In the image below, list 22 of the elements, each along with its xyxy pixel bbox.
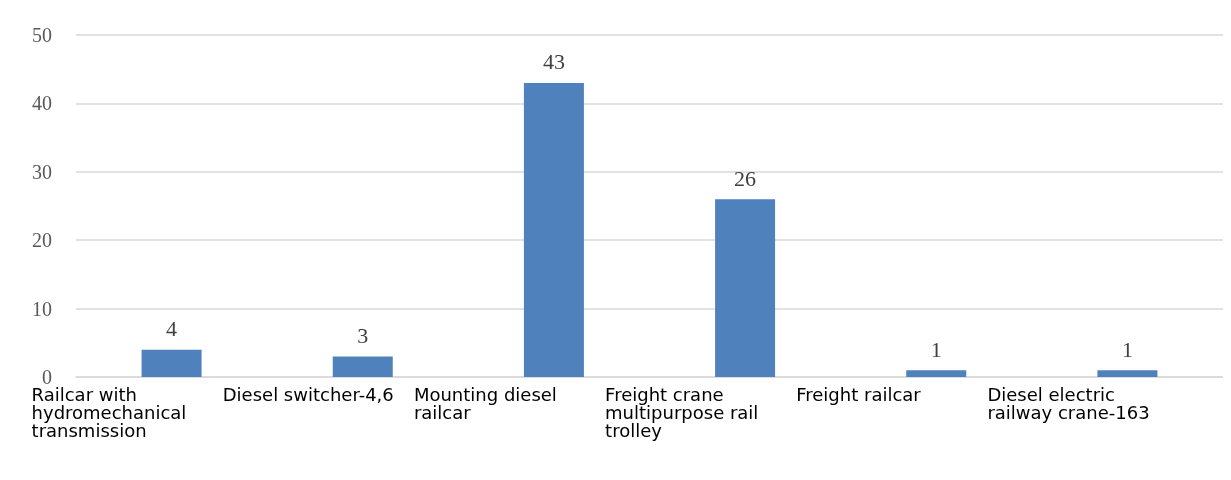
bar xyxy=(332,356,393,377)
data-label: 26 xyxy=(734,165,757,191)
y-tick-label: 10 xyxy=(32,297,52,320)
bar xyxy=(141,349,202,377)
bar xyxy=(906,370,967,377)
data-label: 1 xyxy=(1121,336,1133,362)
bar xyxy=(1097,370,1158,377)
data-label: 4 xyxy=(166,316,178,342)
x-tick-label: Mounting diesel railcar xyxy=(413,383,563,423)
bar xyxy=(523,82,584,377)
data-label: 1 xyxy=(930,336,942,362)
x-tick-label: Diesel switcher-4,6 xyxy=(222,383,394,405)
data-label: 43 xyxy=(542,49,565,75)
x-tick-label: Freight railcar xyxy=(796,383,922,405)
y-tick-label: 20 xyxy=(32,229,52,252)
y-tick-label: 50 xyxy=(32,24,52,46)
data-label: 3 xyxy=(357,322,369,348)
x-tick-label: Freight crane multipurpose rail trolley xyxy=(605,383,765,441)
y-tick-label: 40 xyxy=(32,92,52,115)
x-tick-label: Diesel electric railway crane-163 xyxy=(987,383,1150,423)
bar xyxy=(715,199,776,377)
y-tick-label: 30 xyxy=(32,160,52,183)
